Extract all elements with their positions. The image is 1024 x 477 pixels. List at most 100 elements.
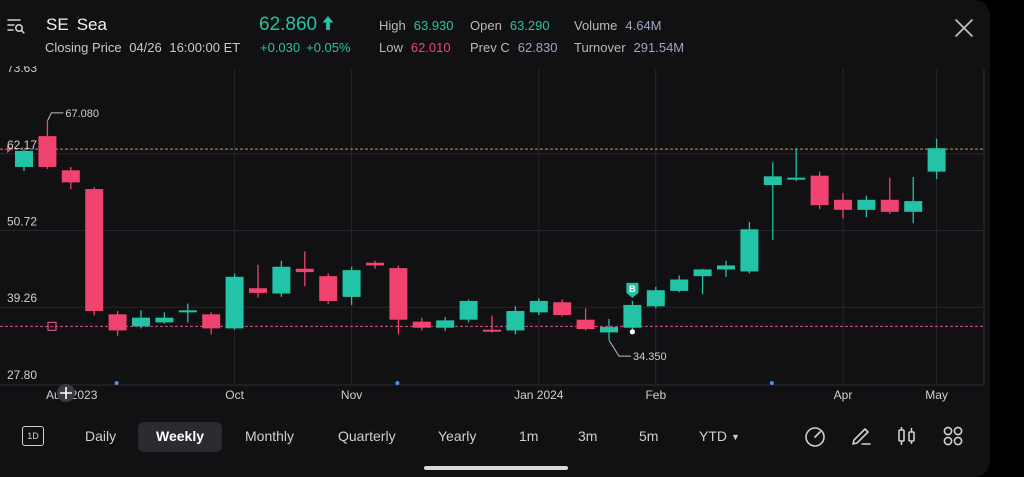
high-label: High [379, 18, 406, 33]
interval-chip[interactable]: 1D [22, 426, 44, 446]
candle [787, 148, 806, 182]
period-ytd[interactable]: YTD ▼ [699, 428, 740, 444]
candle [763, 162, 782, 240]
change-percent: +0.05% [306, 40, 351, 55]
candle-body [927, 148, 946, 172]
stat-prev-close: Prev C 62.830 [470, 40, 558, 55]
home-indicator[interactable] [424, 466, 568, 470]
prevc-value: 62.830 [517, 40, 558, 55]
grid-icon[interactable] [941, 424, 965, 448]
chart-grid [0, 69, 985, 386]
plus-icon [60, 387, 72, 399]
candle [225, 273, 244, 330]
period-monthly[interactable]: Monthly [245, 428, 295, 444]
candle-body [904, 201, 923, 212]
candle [108, 310, 127, 336]
stat-low: Low 62.010 [379, 40, 451, 55]
candle [810, 171, 829, 210]
candle [576, 308, 595, 331]
buy-marker-badge [626, 282, 639, 298]
candle [529, 298, 548, 316]
candle-body [272, 266, 291, 294]
low-value: 62.010 [410, 40, 451, 55]
candle [412, 317, 431, 331]
candle-body [529, 300, 548, 313]
candle [366, 260, 384, 269]
change-value: +0.030 [260, 40, 301, 55]
caret-down-icon: ▼ [731, 432, 740, 442]
candle-body [646, 290, 665, 307]
period-weekly[interactable]: Weekly [156, 428, 204, 444]
cost-marker [47, 321, 57, 331]
high-pointer [46, 112, 64, 122]
candle [272, 260, 291, 297]
x-tick-label: May [925, 388, 948, 402]
closing-info: Closing Price 04/26 16:00:00 ET [45, 40, 244, 55]
candle-body [787, 177, 806, 180]
price-value: 62.860 [259, 14, 318, 35]
x-tick-label: Apr [834, 388, 853, 402]
candle-body [459, 300, 478, 320]
closing-time: 16:00:00 ET [169, 40, 241, 55]
period-5m[interactable]: 5m [639, 428, 659, 444]
arrow-up-icon [322, 16, 334, 30]
candle-body [483, 329, 501, 332]
event-dot [114, 381, 119, 385]
candle-body [717, 265, 735, 270]
gauge-icon[interactable] [803, 424, 827, 448]
candle [834, 193, 852, 219]
candle [85, 187, 104, 316]
pencil-icon[interactable] [849, 424, 873, 448]
candle-body [553, 302, 572, 316]
candle [459, 299, 478, 323]
candle-body [763, 176, 782, 186]
close-icon[interactable] [952, 16, 976, 40]
period-quarterly[interactable]: Quarterly [338, 428, 396, 444]
candle [506, 306, 525, 335]
chart-reference-lines [0, 145, 984, 331]
y-tick-label: 27.80 [7, 368, 37, 382]
candle-body [600, 327, 618, 333]
candle [342, 266, 361, 305]
volume-label: Volume [574, 18, 618, 33]
candle-body [38, 136, 57, 167]
company-name: Sea [76, 15, 107, 34]
candle-body [319, 276, 338, 301]
candle [202, 312, 221, 335]
candlestick-icon[interactable] [895, 424, 919, 448]
candle [436, 317, 455, 332]
price-change: +0.030 +0.05% [260, 40, 357, 55]
candle-body [576, 319, 595, 330]
low-pointer [608, 339, 631, 357]
candle-body [436, 320, 455, 328]
list-search-icon[interactable] [6, 16, 26, 36]
period-3m[interactable]: 3m [578, 428, 598, 444]
candle-body [389, 268, 408, 320]
candle-body [693, 269, 712, 277]
candle [155, 312, 174, 324]
candle [483, 315, 501, 333]
y-tick-label: 73.63 [7, 66, 37, 75]
period-yearly[interactable]: Yearly [438, 428, 477, 444]
candle [553, 299, 572, 317]
y-tick-label: 50.72 [7, 214, 37, 228]
candle [670, 275, 689, 293]
candle [927, 138, 946, 180]
candle-body [366, 262, 384, 266]
candle-body [295, 268, 314, 273]
candle-body [155, 317, 174, 323]
candle [61, 166, 80, 190]
candle [15, 149, 33, 171]
candle [389, 265, 408, 335]
price-flag [7, 145, 12, 154]
high-value: 63.930 [413, 18, 454, 33]
period-1m[interactable]: 1m [519, 428, 539, 444]
candle-body [225, 276, 244, 329]
active-period-highlight [138, 422, 222, 452]
candle-body [132, 317, 150, 327]
candle-body [178, 310, 197, 313]
period-daily[interactable]: Daily [85, 428, 117, 444]
candle [319, 273, 338, 305]
